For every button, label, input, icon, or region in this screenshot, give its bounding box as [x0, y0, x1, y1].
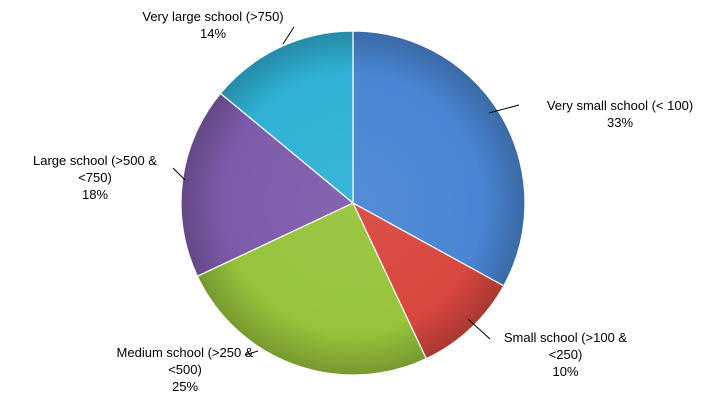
slice-label-text: Very small school (< 100)	[546, 98, 694, 113]
slice-label-text: <250)	[548, 347, 583, 362]
pie-slice	[351, 201, 505, 360]
slice-label: Very small school (< 100) 33%	[520, 97, 704, 131]
leader-line	[244, 350, 259, 356]
slice-label-text: <500)	[168, 362, 202, 377]
leader-line	[172, 167, 186, 181]
slice-percent: 14%	[199, 26, 227, 41]
slice-label-text: <750)	[78, 170, 112, 185]
slice-percent: 33%	[606, 115, 634, 130]
pie-slice	[219, 30, 354, 205]
leader-line	[282, 26, 295, 45]
slice-label-text: Large school (>500 &	[33, 153, 157, 168]
slice-percent: 10%	[552, 364, 579, 379]
leader-lines	[172, 26, 520, 356]
slice-label: Small school (>100 & <250) 10%	[488, 329, 643, 380]
slice-label: Very large school (>750) 14%	[113, 8, 313, 42]
slice-percent: 18%	[81, 187, 109, 202]
leader-line	[467, 318, 491, 340]
leader-line	[488, 104, 520, 114]
slice-label-text: Medium school (>250 &	[116, 345, 254, 360]
pie-slice	[180, 92, 355, 278]
pie-slice	[352, 30, 526, 287]
slice-label-text: Small school (>100 &	[503, 330, 628, 345]
slice-label-text: Very large school (>750)	[142, 9, 284, 24]
slice-percent: 25%	[171, 379, 199, 394]
pie-slices	[180, 30, 526, 376]
slice-label: Large school (>500 & <750) 18%	[0, 152, 190, 203]
slice-label: Medium school (>250 & <500) 25%	[95, 344, 275, 395]
pie-slice	[196, 202, 428, 376]
